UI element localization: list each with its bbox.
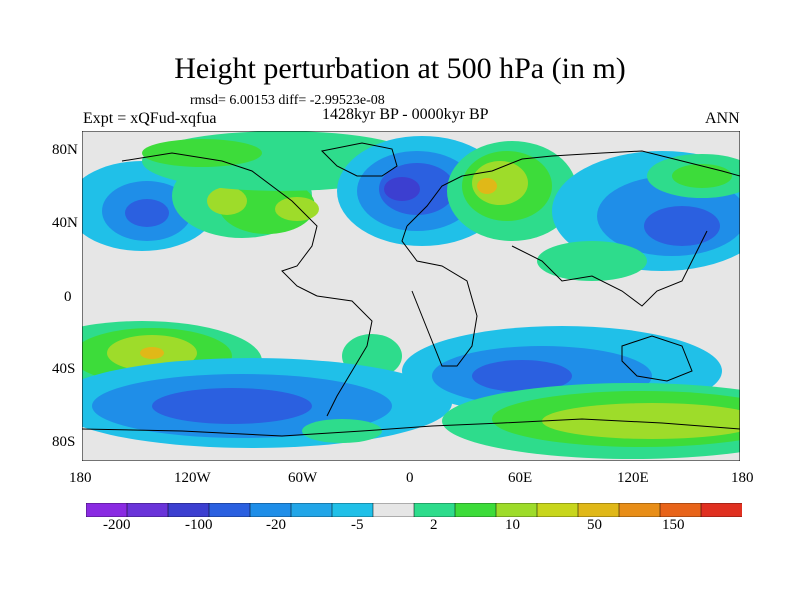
y-tick-label: 80N [52,142,78,158]
colorbar [85,502,743,522]
colorbar-label: 2 [430,517,438,533]
colorbar-swatch [413,502,456,518]
chart-title: Height perturbation at 500 hPa (in m) [174,52,626,85]
colorbar-swatch [700,502,743,518]
colorbar-label: 150 [662,517,685,533]
colorbar-swatch [126,502,169,518]
y-tick-label: 80S [52,434,76,450]
y-tick-label: 0 [64,289,72,305]
stats-text: rmsd= 6.00153 diff= -2.99523e-08 [190,93,385,108]
colorbar-swatch [208,502,251,518]
colorbar-label: -5 [351,517,364,533]
y-tick-label: 40S [52,361,76,377]
x-tick-label: 60E [508,470,533,486]
colorbar-swatch [85,502,128,518]
season-label: ANN [705,110,740,127]
coastlines [81,142,741,437]
colorbar-label: -20 [266,517,286,533]
colorbar-swatch [659,502,702,518]
colorbar-swatch [495,502,538,518]
x-tick-label: 60W [288,470,318,486]
colorbar-swatch [454,502,497,518]
x-tick-label: 180 [69,470,92,486]
x-tick-label: 180 [731,470,754,486]
colorbar-swatch [249,502,292,518]
colorbar-swatches [85,502,743,518]
colorbar-label: -200 [103,517,131,533]
colorbar-swatch [331,502,374,518]
colorbar-swatch [577,502,620,518]
colorbar-swatch [536,502,579,518]
colorbar-swatch [167,502,210,518]
period-label: 1428kyr BP - 0000kyr BP [322,106,489,123]
colorbar-label: 50 [587,517,602,533]
colorbar-swatch [290,502,333,518]
colorbar-label: 10 [505,517,520,533]
colorbar-swatch [372,502,415,518]
x-tick-label: 120E [617,470,649,486]
map-panel [81,130,741,462]
experiment-label: Expt = xQFud-xqfua [83,110,217,127]
map-plot [81,130,741,462]
colorbar-swatch [618,502,661,518]
colorbar-label: -100 [185,517,213,533]
x-tick-label: 0 [406,470,414,486]
y-tick-label: 40N [52,215,78,231]
x-tick-label: 120W [174,470,211,486]
